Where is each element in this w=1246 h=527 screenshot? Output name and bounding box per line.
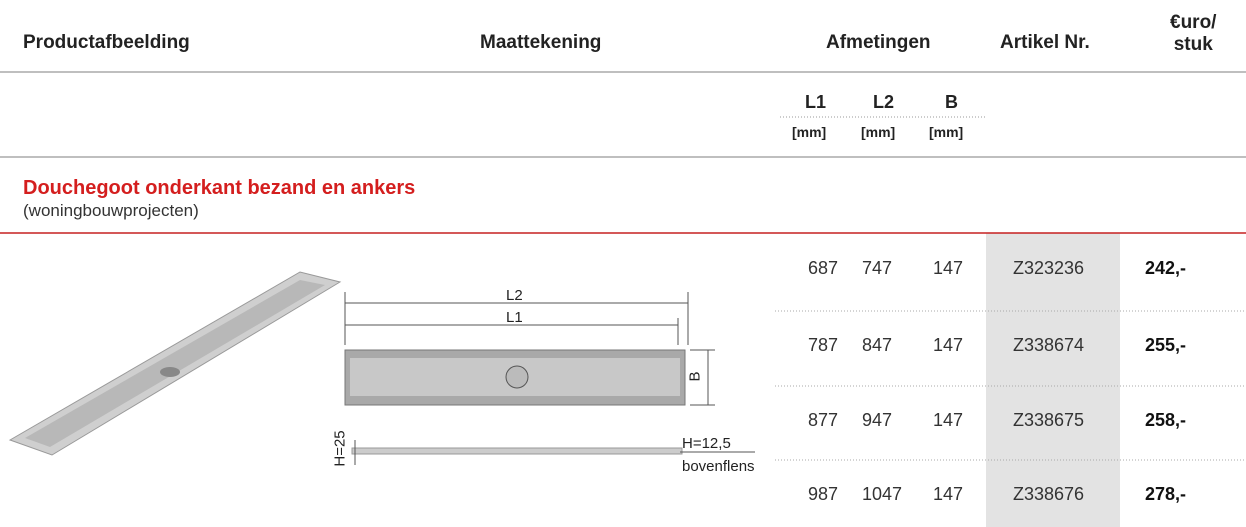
- dimension: 877: [808, 410, 839, 430]
- dimension: 147: [933, 335, 964, 355]
- dimension: 147: [933, 410, 964, 430]
- dimension: 147: [933, 484, 964, 504]
- dimension: 787: [808, 335, 839, 355]
- dimension: 687: [808, 258, 839, 278]
- dim-text: L2: [506, 287, 523, 304]
- dim-text: H=12,5: [682, 435, 731, 452]
- unit: [mm]: [861, 124, 896, 140]
- dimension: 947: [862, 410, 893, 430]
- unit: [mm]: [929, 124, 964, 140]
- col-header: Maattekening: [480, 32, 602, 53]
- article-number: Z323236: [1013, 258, 1085, 278]
- dimension: 847: [862, 335, 893, 355]
- unit: [mm]: [792, 124, 827, 140]
- col-header: Afmetingen: [826, 32, 931, 53]
- col-header: Productafbeelding: [23, 32, 190, 53]
- dimension: 147: [933, 258, 964, 278]
- price: 242,-: [1145, 258, 1187, 278]
- price: 278,-: [1145, 484, 1187, 504]
- price-line: stuk: [1173, 34, 1213, 55]
- dimension: 747: [862, 258, 893, 278]
- article-number: Z338675: [1013, 410, 1085, 430]
- row-separators: [775, 310, 1246, 461]
- price-line: €uro/: [1170, 12, 1217, 33]
- article-number: Z338676: [1013, 484, 1085, 504]
- dim-label: L1: [805, 92, 827, 112]
- dim-text: B: [686, 371, 704, 382]
- col-header: Artikel Nr.: [1000, 32, 1090, 53]
- product-image: [8, 271, 342, 456]
- price-header: €uro/stuk: [1170, 12, 1216, 56]
- price: 258,-: [1145, 410, 1187, 430]
- article-number: Z338674: [1013, 335, 1085, 355]
- dimension: 1047: [862, 484, 903, 504]
- price: 255,-: [1145, 335, 1187, 355]
- dim-text: bovenflens: [682, 458, 755, 475]
- section-title: Douchegoot onderkant bezand en ankers: [23, 177, 416, 199]
- dim-label: L2: [873, 92, 895, 112]
- article-bg: [986, 233, 1120, 527]
- section-subtitle: (woningbouwprojecten): [23, 201, 199, 220]
- dim-label: B: [945, 92, 958, 112]
- tech-drawing: [344, 292, 755, 465]
- dim-text: H=25: [331, 430, 349, 467]
- dimension: 987: [808, 484, 839, 504]
- dim-text: L1: [506, 309, 523, 326]
